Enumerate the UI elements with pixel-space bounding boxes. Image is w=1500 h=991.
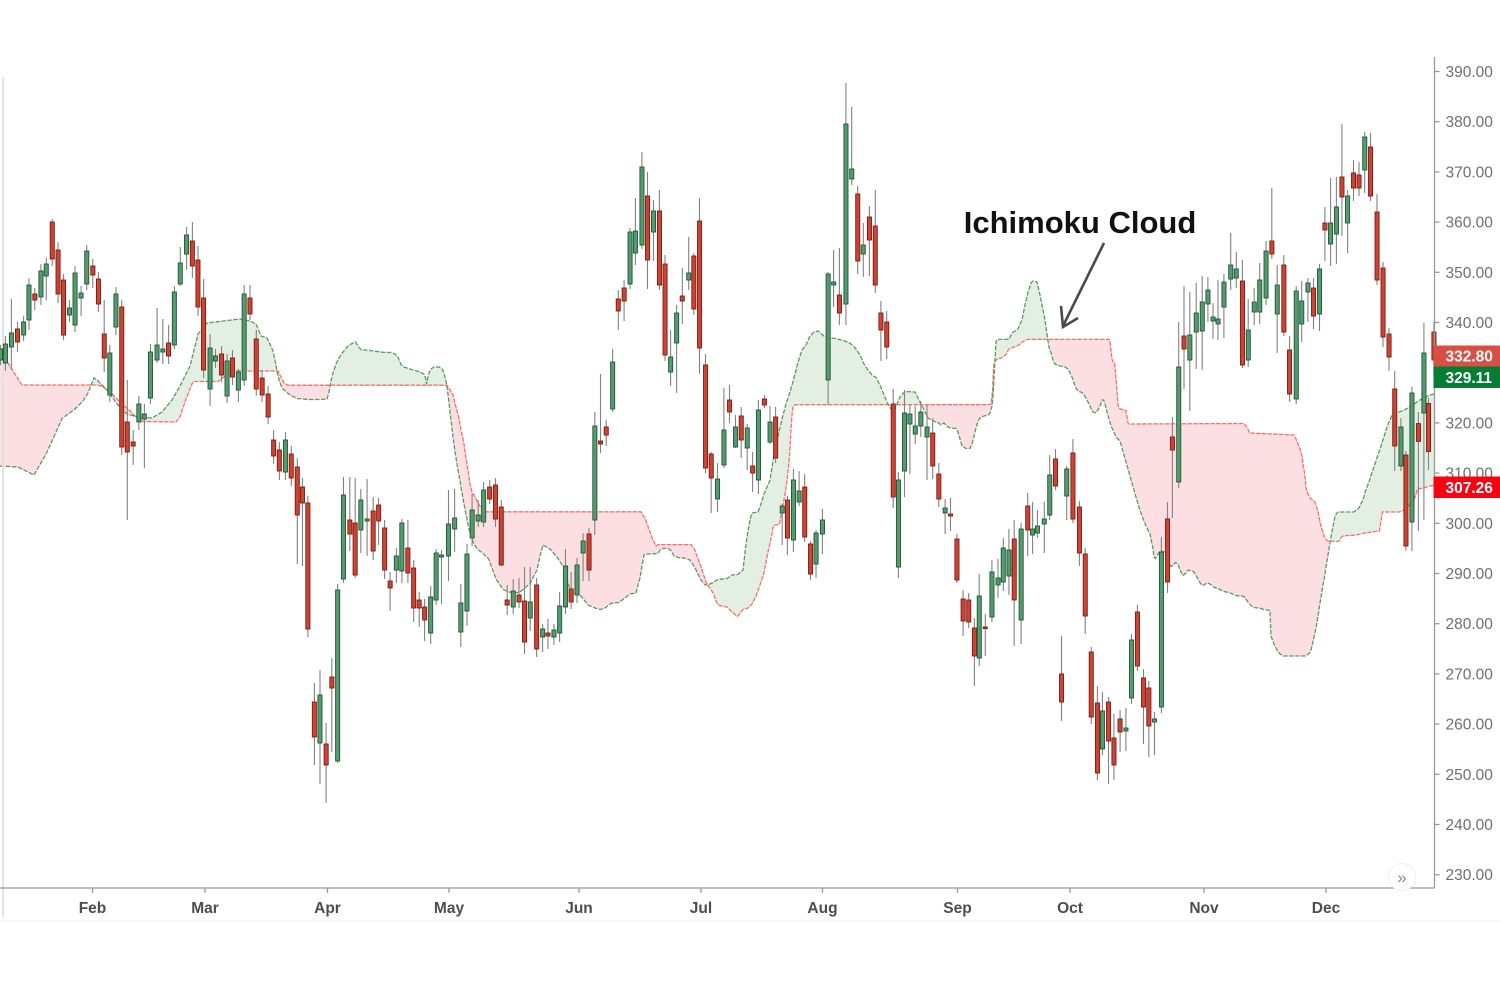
svg-text:370.00: 370.00: [1446, 164, 1494, 181]
svg-text:332.80: 332.80: [1446, 349, 1493, 366]
svg-text:300.00: 300.00: [1446, 516, 1494, 533]
svg-text:290.00: 290.00: [1446, 566, 1494, 583]
svg-text:390.00: 390.00: [1446, 64, 1494, 81]
svg-text:Jul: Jul: [690, 900, 712, 917]
svg-text:230.00: 230.00: [1446, 867, 1494, 884]
svg-text:260.00: 260.00: [1446, 717, 1494, 734]
svg-text:»: »: [1397, 868, 1406, 887]
svg-text:350.00: 350.00: [1446, 265, 1494, 282]
svg-text:270.00: 270.00: [1446, 666, 1494, 683]
svg-text:Jun: Jun: [565, 900, 593, 917]
svg-text:250.00: 250.00: [1446, 767, 1494, 784]
svg-text:340.00: 340.00: [1446, 315, 1494, 332]
svg-text:Oct: Oct: [1057, 900, 1083, 917]
svg-text:320.00: 320.00: [1446, 415, 1494, 432]
svg-text:Sep: Sep: [943, 900, 971, 917]
svg-text:240.00: 240.00: [1446, 817, 1494, 834]
svg-text:Feb: Feb: [79, 900, 107, 917]
svg-text:Mar: Mar: [191, 900, 219, 917]
svg-text:280.00: 280.00: [1446, 616, 1494, 633]
svg-text:Nov: Nov: [1189, 900, 1219, 917]
svg-text:Dec: Dec: [1312, 900, 1341, 917]
svg-text:307.26: 307.26: [1446, 480, 1494, 497]
svg-text:329.11: 329.11: [1446, 370, 1493, 387]
svg-text:380.00: 380.00: [1446, 114, 1494, 131]
svg-text:May: May: [434, 900, 465, 917]
svg-text:Ichimoku Cloud: Ichimoku Cloud: [964, 205, 1197, 240]
svg-text:Apr: Apr: [314, 900, 341, 917]
svg-text:360.00: 360.00: [1446, 215, 1494, 232]
svg-text:Aug: Aug: [807, 900, 837, 917]
